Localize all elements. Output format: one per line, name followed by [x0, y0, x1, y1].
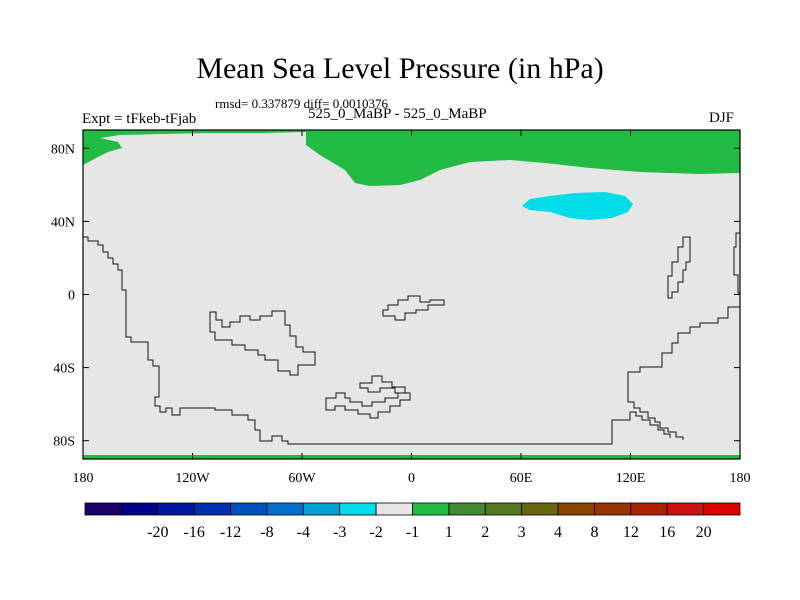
east-peninsula-coast [630, 411, 671, 438]
y-tick-label: 80N [51, 142, 75, 157]
colorbar-swatch [484, 502, 523, 516]
x-tick-label: 120W [175, 471, 210, 486]
colorbar-swatch [230, 502, 268, 516]
south-america-coast [83, 236, 631, 445]
colorbar-label: -8 [260, 524, 273, 541]
colorbar-label: 2 [481, 524, 489, 541]
season-label: DJF [709, 110, 735, 126]
colorbar-label: -3 [333, 524, 346, 541]
colorbar-label: -1 [406, 524, 419, 541]
colorbar-label: -12 [220, 524, 241, 541]
x-tick-label: 120E [616, 471, 646, 486]
map-panel [82, 129, 741, 460]
colorbar-swatch [375, 502, 413, 516]
stats-label: rmsd= 0.337879 diff= 0.0010376 [215, 96, 388, 111]
colorbar-label: 20 [696, 524, 712, 541]
colorbar-label: -2 [369, 524, 382, 541]
x-tick-label: 60E [510, 471, 533, 486]
east-island-coast [667, 236, 691, 299]
colorbar-swatch [666, 502, 705, 516]
southern-island-lower-coast [325, 392, 411, 419]
colorbar-swatch [594, 502, 632, 516]
colorbar-swatch [521, 502, 559, 516]
colorbar-swatch [84, 502, 122, 516]
colorbar-label: 8 [590, 524, 598, 541]
y-tick-label: 80S [53, 435, 75, 450]
colorbar-label: -4 [297, 524, 310, 541]
north-pacific-negative-patch [522, 192, 633, 220]
x-tick-label: 60W [288, 471, 316, 486]
colorbar: -20 -16 -12 -8 -4 -3 -2 -1 1 2 3 4 8 12 16 20 [84, 502, 741, 541]
colorbar-swatch [302, 502, 341, 516]
atlantic-island-coast [209, 310, 316, 376]
y-tick-label: 40N [51, 215, 75, 230]
colorbar-swatch [703, 502, 741, 516]
colorbar-label: 4 [554, 524, 562, 541]
chart-title: Mean Sea Level Pressure (in hPa) [196, 52, 604, 85]
colorbar-swatch [448, 502, 486, 516]
indian-ocean-island-coast [382, 295, 445, 321]
colorbar-swatch [339, 502, 377, 516]
experiment-label: Expt = tFkeb-tFjab [82, 111, 197, 127]
colorbar-label: 12 [623, 524, 639, 541]
x-tick-label: 180 [73, 471, 94, 486]
colorbar-label: -20 [147, 524, 168, 541]
map-axes: 180 120W 60W 0 60E 120E 180 80N 40N 0 40S 80S [51, 130, 751, 486]
colorbar-swatch [630, 502, 668, 516]
y-tick-label: 0 [68, 289, 75, 304]
colorbar-swatch [412, 502, 450, 516]
y-tick-label: 40S [53, 362, 75, 377]
x-tick-label: 0 [408, 471, 415, 486]
coastlines [83, 232, 740, 445]
colorbar-swatch [120, 502, 159, 516]
colorbar-label: 16 [659, 524, 675, 541]
x-tick-label: 180 [730, 471, 751, 486]
colorbar-label: -16 [184, 524, 205, 541]
colorbar-label: 1 [445, 524, 453, 541]
comparison-label: 525_0_MaBP - 525_0_MaBP [308, 106, 487, 122]
colorbar-swatch [193, 502, 231, 516]
map-background [83, 130, 740, 459]
colorbar-swatch [266, 502, 304, 516]
colorbar-label: 3 [518, 524, 526, 541]
east-continent-coast [627, 232, 740, 440]
colorbar-swatch [557, 502, 595, 516]
arctic-positive-band [83, 130, 740, 186]
colorbar-swatch [157, 502, 195, 516]
